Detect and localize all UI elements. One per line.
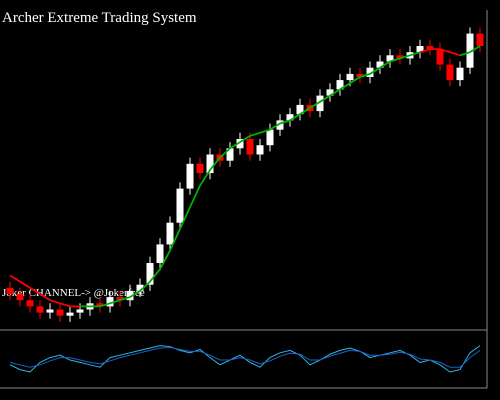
candle-body: [76, 309, 84, 313]
candle-body: [186, 163, 194, 189]
annotation: Joker CHANNEL-> @Jokerfree: [2, 287, 145, 299]
candle-body: [376, 61, 384, 68]
candle-body: [66, 312, 74, 316]
candle-body: [246, 139, 254, 155]
candle-body: [26, 300, 34, 307]
candle-body: [166, 222, 174, 245]
chart-title: Archer Extreme Trading System: [2, 10, 197, 26]
candle-body: [386, 55, 394, 62]
candle-body: [316, 95, 324, 112]
candle-body: [276, 120, 284, 130]
candle-body: [466, 33, 474, 68]
candle-body: [366, 67, 374, 77]
candle-body: [336, 80, 344, 90]
candle-body: [296, 104, 304, 115]
candle-body: [236, 139, 244, 149]
candle-body: [16, 294, 24, 301]
candle-body: [136, 284, 144, 291]
indicator-line: [80, 45, 481, 308]
candle-body: [126, 290, 134, 301]
candle-body: [106, 297, 114, 307]
candle-body: [446, 64, 454, 81]
candle-body: [36, 306, 44, 313]
candle-body: [56, 309, 64, 316]
candle-body: [396, 55, 404, 59]
candle-body: [346, 73, 354, 81]
indicator-line: [9, 347, 481, 368]
candle-body: [6, 287, 14, 294]
candle-body: [356, 73, 364, 77]
candle-body: [226, 148, 234, 161]
candle-body: [256, 145, 264, 155]
candle-body: [176, 188, 184, 223]
candle-body: [266, 129, 274, 146]
candle-body: [476, 33, 484, 46]
candle-body: [96, 303, 104, 307]
candle-body: [326, 89, 334, 96]
candle-body: [456, 67, 464, 81]
indicator-line: [9, 48, 461, 308]
candle-body: [286, 114, 294, 121]
candle-body: [156, 244, 164, 263]
candle-body: [196, 163, 204, 174]
candle-body: [46, 309, 54, 313]
candle-body: [116, 297, 124, 301]
candle-body: [146, 263, 154, 285]
candle-body: [436, 49, 444, 65]
candle-body: [206, 154, 214, 174]
candle-body: [416, 46, 424, 53]
candle-body: [426, 46, 434, 50]
